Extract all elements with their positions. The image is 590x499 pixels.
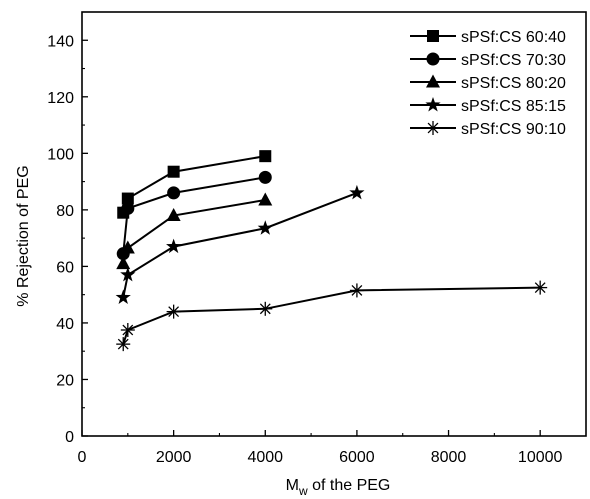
x-tick-label: 4000 xyxy=(247,449,283,466)
y-tick-label: 80 xyxy=(56,203,74,220)
data-point-triangle xyxy=(120,240,135,254)
data-point-circle xyxy=(167,186,181,200)
data-point-circle xyxy=(258,170,272,184)
y-tick-label: 100 xyxy=(47,146,74,163)
series-1 xyxy=(117,150,272,219)
data-point-star xyxy=(166,238,182,254)
series-2 xyxy=(116,170,272,261)
x-tick-label: 10000 xyxy=(518,449,563,466)
x-axis-label-sub: w xyxy=(298,484,308,498)
y-tick-label: 140 xyxy=(47,33,74,50)
legend-label: sPSf:CS 85:15 xyxy=(461,98,566,115)
series-line xyxy=(122,286,541,345)
data-point-asterisk xyxy=(533,280,548,295)
data-point-star xyxy=(257,220,273,235)
legend-entry: sPSf:CS 60:40 xyxy=(410,29,566,46)
data-point-asterisk xyxy=(166,304,181,319)
legend-label: sPSf:CS 70:30 xyxy=(461,52,566,69)
legend-marker-circle xyxy=(426,52,440,66)
legend-entry: sPSf:CS 85:15 xyxy=(410,97,566,115)
x-axis-label-main: M xyxy=(286,477,299,494)
series-5 xyxy=(116,280,548,352)
data-point-asterisk xyxy=(258,301,273,316)
data-point-square xyxy=(259,150,272,163)
data-point-star xyxy=(349,184,365,200)
plot-area-frame xyxy=(81,11,587,437)
legend-marker-square xyxy=(427,30,439,42)
y-tick-label: 0 xyxy=(65,429,74,446)
legend-marker-triangle xyxy=(426,74,440,88)
legend-marker-asterisk xyxy=(426,121,440,135)
series-4 xyxy=(115,184,365,304)
legend-entry: sPSf:CS 90:10 xyxy=(410,121,566,138)
series-line xyxy=(122,176,266,254)
data-point-asterisk xyxy=(120,323,135,337)
legend-marker-star xyxy=(425,97,441,112)
y-tick-label: 120 xyxy=(47,90,74,107)
data-point-star xyxy=(115,289,131,304)
y-axis-label: % Rejection of PEG xyxy=(15,165,32,306)
legend-label: sPSf:CS 80:20 xyxy=(461,75,566,92)
data-point-circle xyxy=(121,201,135,215)
x-tick-label: 6000 xyxy=(339,449,375,466)
legend-entry: sPSf:CS 70:30 xyxy=(410,52,566,69)
y-tick-label: 40 xyxy=(56,316,74,333)
series-line xyxy=(122,198,266,264)
legend-label: sPSf:CS 90:10 xyxy=(461,121,566,138)
x-tick-label: 8000 xyxy=(431,449,467,466)
x-axis-label-rest: of the PEG xyxy=(308,477,391,494)
series-3 xyxy=(116,192,273,270)
data-point-square xyxy=(121,192,134,205)
data-point-triangle xyxy=(166,208,181,222)
x-axis-label: Mw of the PEG xyxy=(286,477,391,498)
y-tick-label: 20 xyxy=(56,372,74,389)
data-point-triangle xyxy=(258,192,273,206)
x-tick-label: 2000 xyxy=(156,449,192,466)
series-line xyxy=(122,191,358,298)
legend-entry: sPSf:CS 80:20 xyxy=(410,74,566,92)
x-tick-label: 0 xyxy=(78,449,87,466)
legend-label: sPSf:CS 60:40 xyxy=(461,29,566,46)
y-tick-label: 60 xyxy=(56,259,74,276)
data-point-asterisk xyxy=(349,283,364,298)
data-point-triangle xyxy=(116,256,131,270)
data-point-square xyxy=(167,165,180,178)
data-point-asterisk xyxy=(116,337,131,352)
data-point-star xyxy=(120,266,136,282)
